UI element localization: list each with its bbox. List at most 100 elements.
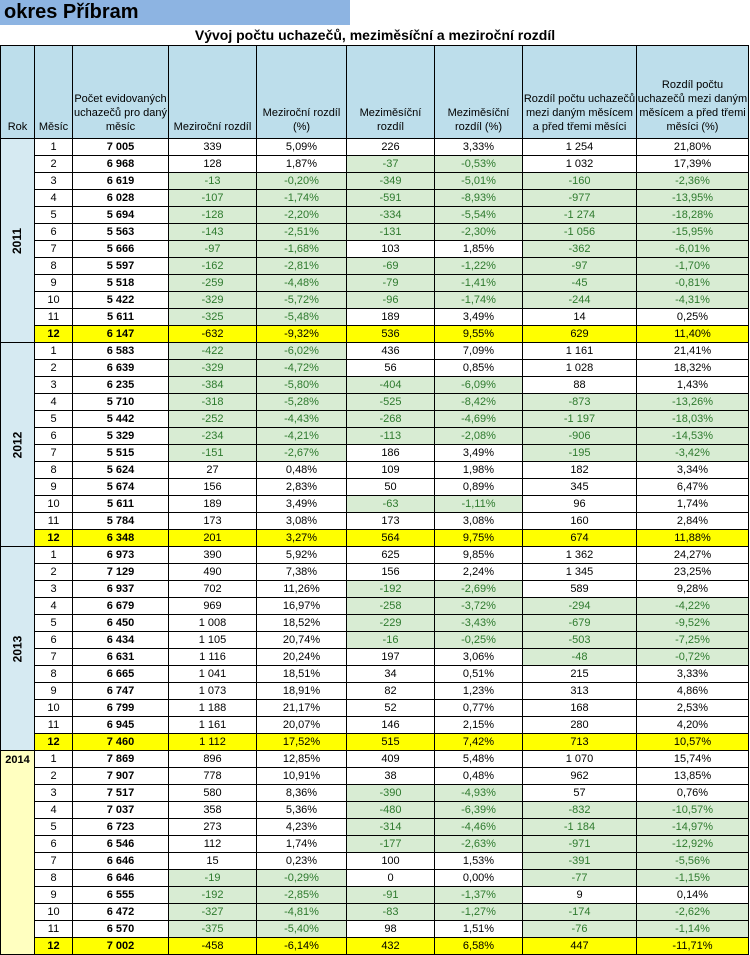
mom-pct-cell: -3,43% (434, 614, 523, 632)
diff-3m-cell: -873 (522, 393, 637, 411)
diff-3m-cell: -679 (522, 614, 637, 632)
yoy-diff-cell: -329 (168, 359, 257, 377)
diff-3m-pct-cell: 1,74% (636, 495, 749, 513)
table-subtitle: Vývoj počtu uchazečů, meziměsíční a mezi… (194, 27, 556, 43)
yoy-diff-cell: -128 (168, 206, 257, 224)
diff-3m-pct-cell: -1,70% (636, 257, 749, 275)
yoy-pct-cell: 3,08% (256, 512, 347, 530)
mom-pct-cell: -4,46% (434, 818, 523, 836)
diff-3m-cell: 88 (522, 376, 637, 394)
diff-3m-cell: 14 (522, 308, 637, 326)
yoy-pct-cell: -2,67% (256, 444, 347, 462)
table-row: 11 5 784 173 3,08% 173 3,08% 160 2,84% (1, 512, 749, 530)
mom-diff-cell: 186 (346, 444, 435, 462)
month-cell: 12 (34, 937, 73, 955)
month-cell: 9 (34, 478, 73, 496)
yoy-diff-cell: 778 (168, 767, 257, 785)
col-header-rozdil-3m-pct: Rozdíl počtu uchazečů mezi daným měsícem… (636, 45, 749, 139)
month-cell: 8 (34, 665, 73, 683)
diff-3m-pct-cell: -7,25% (636, 631, 749, 649)
mom-diff-cell: -131 (346, 223, 435, 241)
mom-diff-cell: 436 (346, 342, 435, 360)
yoy-diff-cell: 1 105 (168, 631, 257, 649)
yoy-diff-cell: 490 (168, 563, 257, 581)
diff-3m-pct-cell: 2,84% (636, 512, 749, 530)
month-cell: 2 (34, 563, 73, 581)
col-header-mezimesicni: Meziměsíční rozdíl (346, 45, 435, 139)
month-cell: 11 (34, 716, 73, 734)
yoy-pct-cell: -4,43% (256, 410, 347, 428)
yoy-diff-cell: -384 (168, 376, 257, 394)
yoy-pct-cell: 7,38% (256, 563, 347, 581)
mom-pct-cell: -1,74% (434, 291, 523, 309)
count-cell: 7 460 (72, 733, 169, 751)
mom-pct-cell: 9,75% (434, 529, 523, 547)
diff-3m-cell: -1 274 (522, 206, 637, 224)
diff-3m-cell: 57 (522, 784, 637, 802)
yoy-diff-cell: -192 (168, 886, 257, 904)
mom-diff-cell: -258 (346, 597, 435, 615)
count-cell: 5 624 (72, 461, 169, 479)
month-cell: 1 (34, 546, 73, 564)
count-cell: 6 235 (72, 376, 169, 394)
yoy-diff-cell: -632 (168, 325, 257, 343)
yoy-pct-cell: 10,91% (256, 767, 347, 785)
mom-pct-cell: 0,85% (434, 359, 523, 377)
month-cell: 3 (34, 580, 73, 598)
mom-pct-cell: -1,37% (434, 886, 523, 904)
count-cell: 6 546 (72, 835, 169, 853)
yoy-diff-cell: 112 (168, 835, 257, 853)
diff-3m-pct-cell: 23,25% (636, 563, 749, 581)
yoy-diff-cell: -151 (168, 444, 257, 462)
diff-3m-pct-cell: -0,72% (636, 648, 749, 666)
yoy-diff-cell: 1 112 (168, 733, 257, 751)
diff-3m-cell: -906 (522, 427, 637, 445)
diff-3m-cell: 674 (522, 529, 637, 547)
month-cell: 4 (34, 189, 73, 207)
yoy-pct-cell: -1,68% (256, 240, 347, 258)
diff-3m-pct-cell: 17,39% (636, 155, 749, 173)
mom-pct-cell: -2,30% (434, 223, 523, 241)
diff-3m-pct-cell: -13,95% (636, 189, 749, 207)
diff-3m-cell: 345 (522, 478, 637, 496)
yoy-pct-cell: 12,85% (256, 750, 347, 768)
yoy-pct-cell: 21,17% (256, 699, 347, 717)
month-cell: 10 (34, 903, 73, 921)
mom-pct-cell: -1,22% (434, 257, 523, 275)
diff-3m-pct-cell: 18,32% (636, 359, 749, 377)
diff-3m-cell: 1 028 (522, 359, 637, 377)
mom-pct-cell: -8,42% (434, 393, 523, 411)
mom-diff-cell: -314 (346, 818, 435, 836)
yoy-pct-cell: -5,48% (256, 308, 347, 326)
month-cell: 3 (34, 172, 73, 190)
diff-3m-pct-cell: -3,42% (636, 444, 749, 462)
mom-pct-cell: -2,63% (434, 835, 523, 853)
mom-diff-cell: -113 (346, 427, 435, 445)
month-cell: 11 (34, 512, 73, 530)
diff-3m-cell: 1 161 (522, 342, 637, 360)
mom-pct-cell: 7,42% (434, 733, 523, 751)
mom-pct-cell: 9,85% (434, 546, 523, 564)
count-cell: 5 597 (72, 257, 169, 275)
month-cell: 4 (34, 393, 73, 411)
count-cell: 5 515 (72, 444, 169, 462)
count-cell: 7 037 (72, 801, 169, 819)
yoy-pct-cell: -5,28% (256, 393, 347, 411)
yoy-diff-cell: -458 (168, 937, 257, 955)
diff-3m-cell: -977 (522, 189, 637, 207)
diff-3m-cell: -832 (522, 801, 637, 819)
table-row: 12 6 348 201 3,27% 564 9,75% 674 11,88% (1, 529, 749, 547)
month-cell: 1 (34, 342, 73, 360)
mom-diff-cell: 226 (346, 138, 435, 156)
diff-3m-pct-cell: 21,80% (636, 138, 749, 156)
mom-diff-cell: -480 (346, 801, 435, 819)
diff-3m-cell: 182 (522, 461, 637, 479)
yoy-diff-cell: 390 (168, 546, 257, 564)
